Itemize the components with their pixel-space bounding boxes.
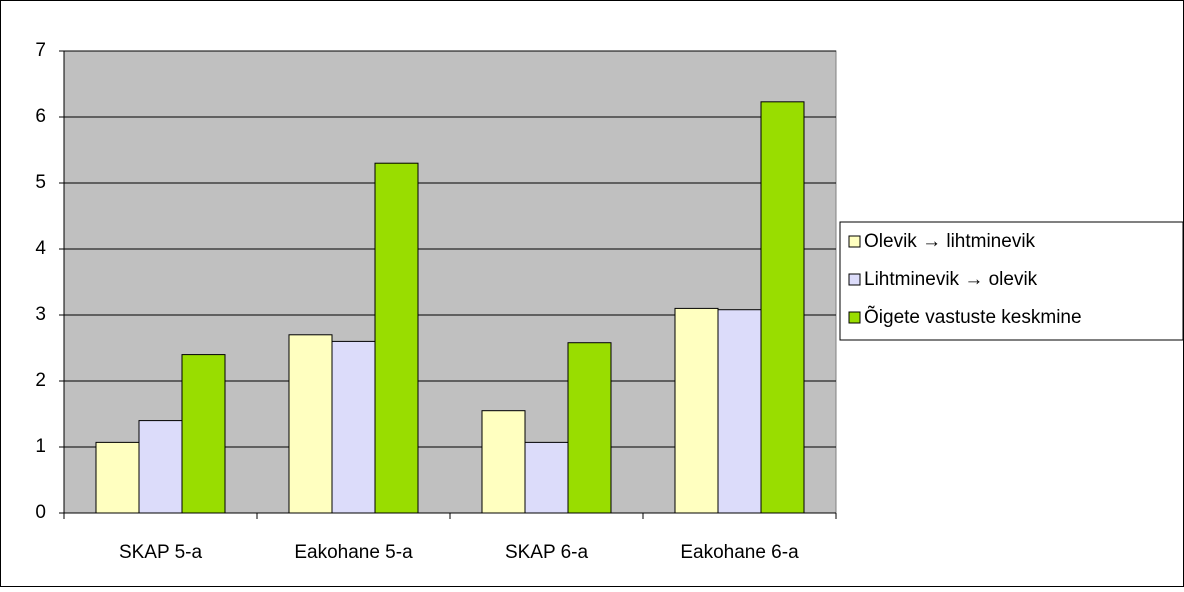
legend-label: Õigete vastuste keskmine <box>864 306 1082 328</box>
legend-swatch <box>848 235 861 248</box>
bar <box>717 309 762 514</box>
legend-swatch <box>848 273 861 286</box>
y-tick-label: 4 <box>35 238 46 259</box>
y-tick-label: 6 <box>35 106 46 127</box>
x-tick-label: SKAP 6-a <box>505 542 589 563</box>
bar <box>674 307 719 514</box>
y-tick-label: 7 <box>35 40 46 61</box>
bar <box>331 340 376 514</box>
bar <box>138 420 183 514</box>
x-tick-label: Eakohane 6-a <box>680 542 799 563</box>
y-tick-label: 0 <box>35 502 46 523</box>
bar <box>95 441 140 514</box>
legend <box>839 221 1184 341</box>
y-tick-label: 3 <box>35 304 46 325</box>
x-tick-label: SKAP 5-a <box>119 542 203 563</box>
bar <box>481 410 526 514</box>
legend-label: Olevik → lihtminevik <box>864 231 1036 252</box>
bar <box>760 101 805 514</box>
bar <box>181 354 226 514</box>
bar <box>524 441 569 514</box>
y-tick-label: 1 <box>35 436 46 457</box>
legend-label: Lihtminevik → olevik <box>864 269 1038 290</box>
bar <box>374 162 419 514</box>
bar <box>567 342 612 514</box>
bar <box>288 334 333 514</box>
y-tick-label: 5 <box>35 172 46 193</box>
legend-swatch <box>848 311 861 324</box>
y-tick-label: 2 <box>35 370 46 391</box>
x-tick-label: Eakohane 5-a <box>294 542 413 563</box>
